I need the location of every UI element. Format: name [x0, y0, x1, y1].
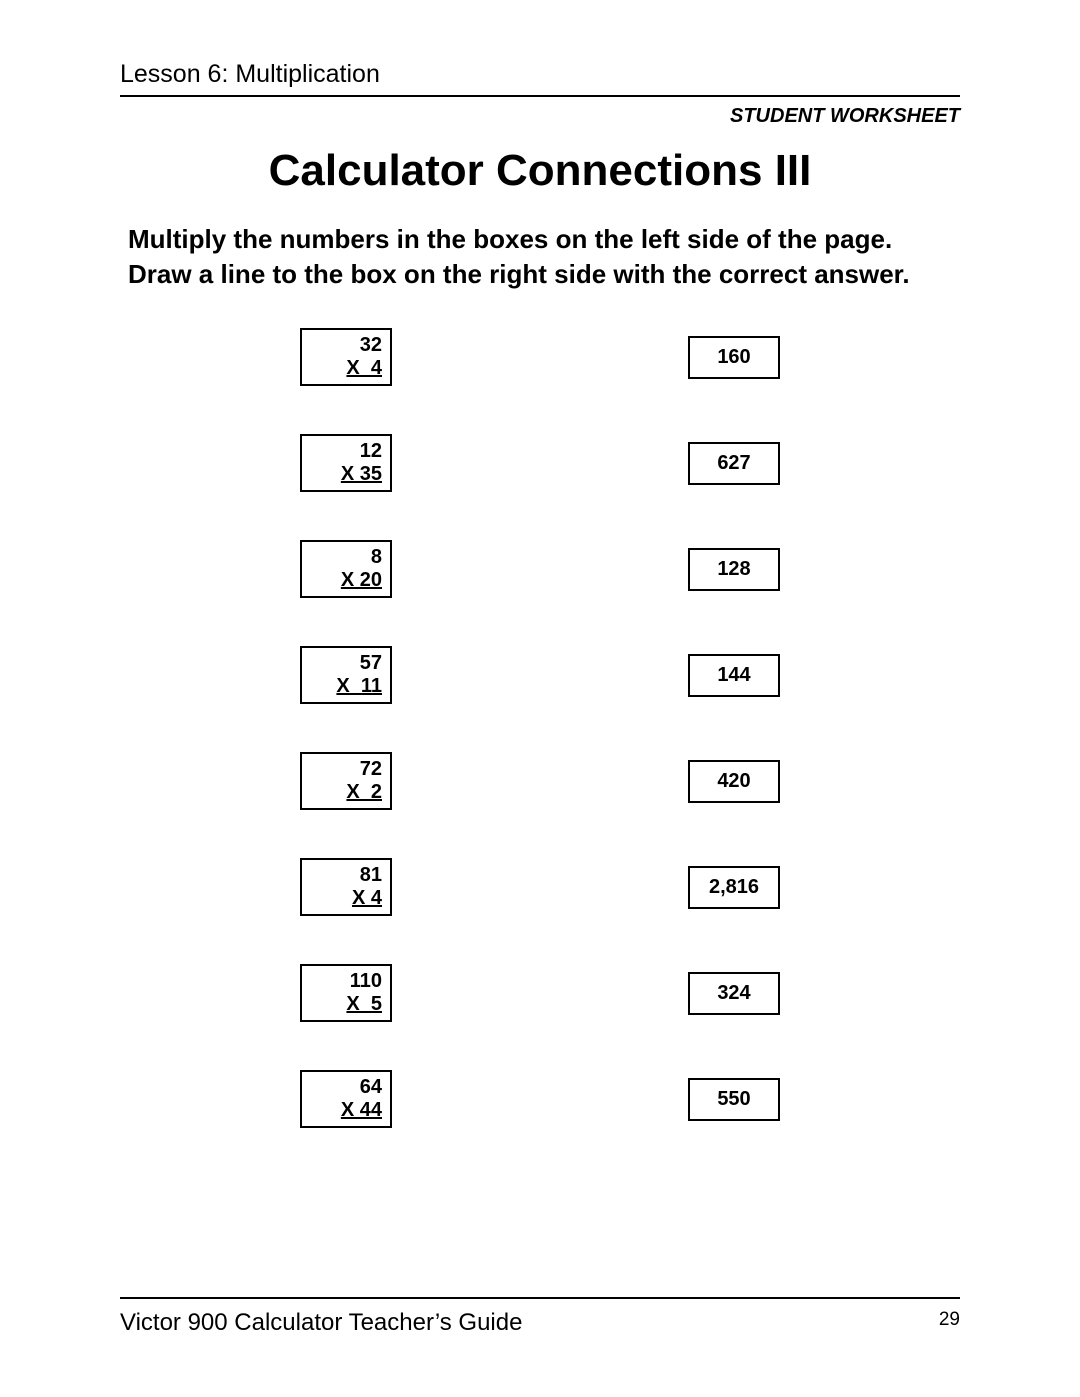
multiplicand: 110: [310, 970, 382, 993]
problem-row: 57X 11 144: [300, 646, 780, 704]
answer-box: 160: [688, 336, 780, 379]
multiplicand: 72: [310, 758, 382, 781]
answer-box: 627: [688, 442, 780, 485]
worksheet-page: Lesson 6: Multiplication STUDENT WORKSHE…: [0, 0, 1080, 1397]
multiplicand: 64: [310, 1076, 382, 1099]
multiplier: X 35: [310, 463, 382, 486]
multiplicand: 81: [310, 864, 382, 887]
multiplier: X 2: [310, 781, 382, 804]
multiplier: X 20: [310, 569, 382, 592]
multiplicand: 8: [310, 546, 382, 569]
multiplier: X 11: [310, 675, 382, 698]
problem-row: 110X 5 324: [300, 964, 780, 1022]
problem-row: 64X 44 550: [300, 1070, 780, 1128]
multiplicand: 57: [310, 652, 382, 675]
problem-rows: 32X 416012X 356278X 2012857X 1114472X 24…: [300, 328, 780, 1128]
problem-row: 81X 4 2,816: [300, 858, 780, 916]
problem-box: 8X 20: [300, 540, 392, 598]
answer-box: 420: [688, 760, 780, 803]
multiplier: X 5: [310, 993, 382, 1016]
instructions-text: Multiply the numbers in the boxes on the…: [128, 222, 952, 292]
multiplier: X 44: [310, 1099, 382, 1122]
page-title: Calculator Connections III: [120, 146, 960, 196]
footer-guide: Victor 900 Calculator Teacher’s Guide: [120, 1309, 522, 1337]
lesson-header: Lesson 6: Multiplication: [120, 60, 960, 97]
problem-box: 72X 2: [300, 752, 392, 810]
answer-box: 324: [688, 972, 780, 1015]
page-footer: Victor 900 Calculator Teacher’s Guide 29: [120, 1297, 960, 1337]
multiplier: X 4: [310, 357, 382, 380]
footer-page-number: 29: [939, 1309, 960, 1337]
multiplicand: 12: [310, 440, 382, 463]
problem-box: 12X 35: [300, 434, 392, 492]
problem-row: 12X 35 627: [300, 434, 780, 492]
answer-box: 128: [688, 548, 780, 591]
problem-row: 72X 2 420: [300, 752, 780, 810]
answer-box: 550: [688, 1078, 780, 1121]
answer-box: 144: [688, 654, 780, 697]
problem-box: 81X 4: [300, 858, 392, 916]
problem-box: 57X 11: [300, 646, 392, 704]
problem-box: 64X 44: [300, 1070, 392, 1128]
problem-box: 110X 5: [300, 964, 392, 1022]
problem-row: 8X 20 128: [300, 540, 780, 598]
worksheet-label: STUDENT WORKSHEET: [120, 105, 960, 128]
multiplicand: 32: [310, 334, 382, 357]
problem-row: 32X 4 160: [300, 328, 780, 386]
problem-box: 32X 4: [300, 328, 392, 386]
multiplier: X 4: [310, 887, 382, 910]
answer-box: 2,816: [688, 866, 780, 909]
